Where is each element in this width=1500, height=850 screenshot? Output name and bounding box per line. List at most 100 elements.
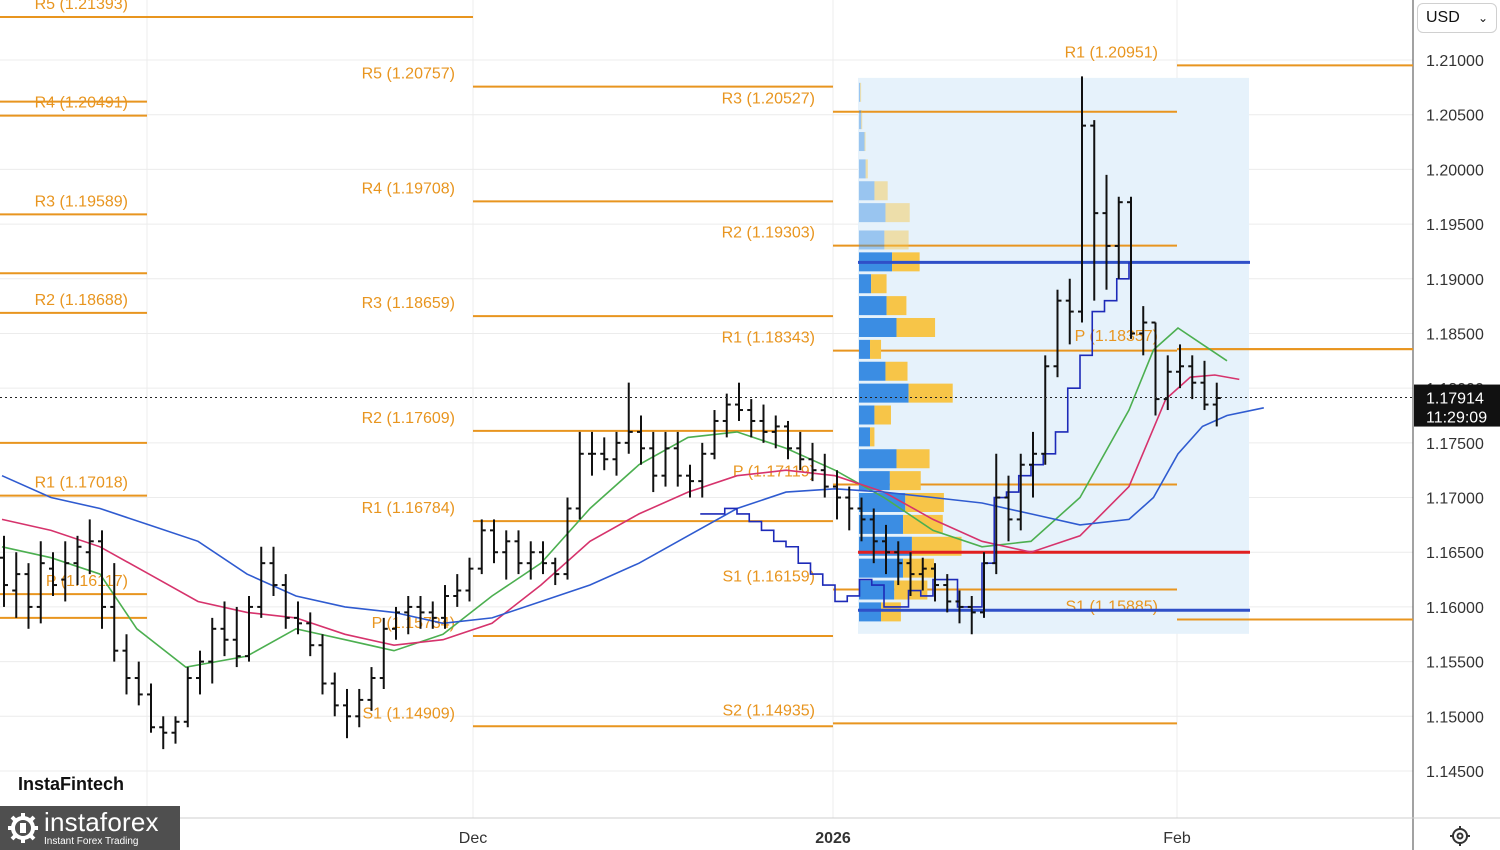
pivot-label-p: P (1.15734) bbox=[372, 615, 455, 632]
pivot-label-p: P (1.18357) bbox=[1075, 328, 1158, 345]
ohlc-bar bbox=[0, 535, 8, 607]
ohlc-bar bbox=[1053, 289, 1062, 378]
ohlc-bar bbox=[722, 393, 731, 438]
ohlc-bar bbox=[171, 716, 180, 744]
ohlc-bar bbox=[330, 672, 339, 717]
price-tick-label: 1.15000 bbox=[1426, 709, 1484, 726]
ohlc-bar bbox=[49, 552, 57, 596]
volume-bar-up bbox=[859, 230, 885, 250]
ohlc-bar bbox=[992, 453, 1001, 575]
ohlc-bar bbox=[392, 606, 400, 640]
ohlc-bar bbox=[220, 601, 229, 657]
chevron-down-icon: ⌄ bbox=[1477, 11, 1488, 25]
volume-bar-down bbox=[885, 361, 908, 381]
pivot-label-r1: R1 (1.17018) bbox=[35, 475, 128, 492]
price-tick-label: 1.18500 bbox=[1426, 326, 1484, 343]
price-tag-countdown: 11:29:09 bbox=[1426, 410, 1487, 427]
price-tick-label: 1.17000 bbox=[1426, 491, 1484, 508]
ohlc-bar bbox=[318, 634, 327, 695]
ohlc-bar bbox=[441, 585, 449, 629]
volume-bar-down bbox=[896, 449, 930, 469]
ohlc-bar bbox=[588, 431, 596, 476]
volume-bar-down bbox=[870, 427, 875, 447]
moving-average-red bbox=[1, 374, 1240, 647]
date-label: 2026 bbox=[815, 830, 851, 847]
ohlc-bar bbox=[490, 519, 498, 564]
pivot-label-r1: R1 (1.20951) bbox=[1065, 44, 1158, 61]
price-tick-label: 1.20500 bbox=[1426, 108, 1484, 125]
ohlc-bar bbox=[735, 382, 743, 421]
price-tick-label: 1.21000 bbox=[1426, 53, 1484, 70]
value-area-lines bbox=[858, 260, 1250, 612]
ohlc-bar bbox=[869, 508, 878, 564]
ohlc-bar bbox=[269, 546, 278, 596]
ohlc-bar bbox=[624, 382, 633, 454]
volume-bar-up bbox=[859, 82, 861, 102]
logo-tagline: Instant Forex Trading bbox=[44, 836, 139, 847]
watermark-label: InstaFintech bbox=[12, 772, 131, 797]
ohlc-bar bbox=[514, 530, 523, 575]
pivot-label-r2: R2 (1.19303) bbox=[722, 225, 815, 242]
volume-bar-down bbox=[903, 558, 934, 578]
ohlc-bar bbox=[355, 688, 364, 728]
ohlc-bar bbox=[943, 574, 952, 613]
ohlc-bar bbox=[367, 667, 376, 711]
ohlc-bar bbox=[502, 530, 511, 580]
volume-bar-up bbox=[859, 405, 875, 425]
pivot-label-r4: R4 (1.20491) bbox=[35, 95, 128, 112]
ohlc-bar bbox=[526, 541, 535, 580]
volume-bar-up bbox=[859, 203, 886, 223]
price-tick-label: 1.16000 bbox=[1426, 600, 1484, 617]
ohlc-bar bbox=[1163, 355, 1172, 411]
ohlc-bar bbox=[428, 601, 437, 629]
pivot-label-r5: R5 (1.20757) bbox=[362, 66, 455, 83]
ohlc-bar bbox=[661, 431, 670, 487]
settings-gear-icon[interactable] bbox=[1448, 824, 1472, 848]
volume-bar-down bbox=[884, 230, 909, 250]
moving-averages bbox=[1, 326, 1264, 668]
ohlc-bar bbox=[649, 431, 658, 493]
ohlc-bar bbox=[416, 595, 425, 629]
ohlc-bar bbox=[710, 410, 719, 460]
ohlc-bar bbox=[539, 541, 547, 575]
moving-average-green bbox=[1, 326, 1228, 668]
volume-bar-down bbox=[864, 132, 866, 152]
instaforex-logo: instaforex Instant Forex Trading bbox=[0, 806, 180, 850]
ohlc-bar bbox=[612, 431, 621, 476]
volume-bar-down bbox=[885, 203, 910, 223]
ohlc-bar bbox=[918, 557, 927, 591]
currency-selector[interactable]: USD ⌄ bbox=[1417, 3, 1497, 33]
ohlc-bar bbox=[61, 541, 70, 602]
volume-bar-down bbox=[860, 82, 862, 102]
volume-bar-down bbox=[865, 159, 868, 179]
volume-bar-down bbox=[874, 181, 888, 201]
ohlc-bar bbox=[808, 442, 817, 482]
volume-bar-down bbox=[908, 383, 953, 403]
volume-bar-down bbox=[871, 274, 887, 294]
price-tag-value: 1.17914 bbox=[1426, 391, 1484, 408]
ohlc-bar bbox=[563, 497, 572, 580]
price-tick-label: 1.19500 bbox=[1426, 217, 1484, 234]
ohlc-bar bbox=[208, 617, 217, 684]
ohlc-bar bbox=[1041, 355, 1050, 465]
ohlc-bars bbox=[0, 76, 1221, 750]
ohlc-bar bbox=[967, 595, 976, 635]
ohlc-bar bbox=[98, 530, 106, 629]
ohlc-bar bbox=[551, 557, 560, 586]
volume-bar-down bbox=[861, 110, 863, 130]
pivot-label-r3: R3 (1.19589) bbox=[35, 193, 128, 210]
pivot-label-r5: R5 (1.21393) bbox=[35, 0, 128, 13]
date-label: Dec bbox=[459, 830, 487, 847]
ohlc-bar bbox=[85, 519, 94, 575]
volume-bar-up bbox=[859, 602, 882, 622]
ohlc-bar bbox=[784, 420, 792, 460]
ohlc-bar bbox=[637, 415, 645, 465]
price-tick-label: 1.19000 bbox=[1426, 272, 1484, 289]
logo-name: instaforex bbox=[44, 807, 159, 837]
volume-bar-up bbox=[859, 159, 866, 179]
pivot-label-r3: R3 (1.18659) bbox=[362, 295, 455, 312]
ohlc-bar bbox=[1016, 453, 1025, 531]
ohlc-bar bbox=[845, 486, 854, 531]
pivot-label-s2: S2 (1.14935) bbox=[722, 702, 815, 719]
